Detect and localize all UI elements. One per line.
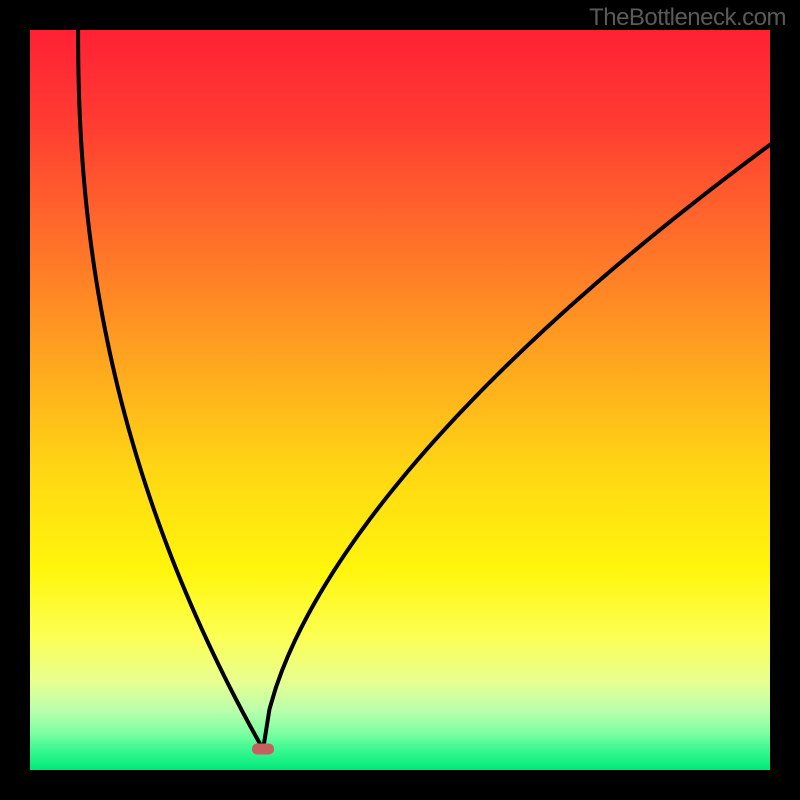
minimum-marker [252, 744, 274, 755]
chart-container: TheBottleneck.com [0, 0, 800, 800]
plot-area [30, 30, 770, 770]
bottleneck-curve [30, 30, 770, 770]
watermark-text: TheBottleneck.com [589, 4, 786, 32]
